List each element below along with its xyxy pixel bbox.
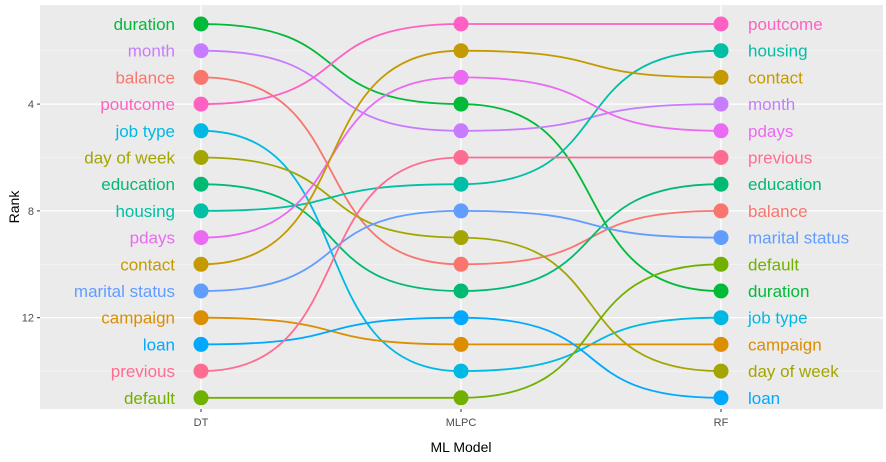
feature-label-right: campaign <box>748 335 822 354</box>
data-point <box>193 96 209 112</box>
data-point <box>713 69 729 85</box>
feature-label-right: marital status <box>748 229 849 248</box>
feature-label-left: default <box>124 389 175 408</box>
data-point <box>193 43 209 59</box>
feature-label-right: housing <box>748 42 808 61</box>
feature-label-left: marital status <box>74 282 175 301</box>
data-point <box>713 43 729 59</box>
y-axis-title: Rank <box>6 190 22 224</box>
data-point <box>193 256 209 272</box>
feature-label-left: loan <box>143 335 175 354</box>
x-axis-title: ML Model <box>431 439 492 455</box>
data-point <box>713 16 729 32</box>
feature-label-left: housing <box>115 202 175 221</box>
data-point <box>453 230 469 246</box>
data-point <box>713 150 729 165</box>
y-tick-label: 8 <box>28 206 34 218</box>
data-point <box>193 69 209 85</box>
feature-label-right: previous <box>748 149 812 168</box>
data-point <box>193 123 209 139</box>
data-point <box>713 336 729 352</box>
x-tick-label: MLPC <box>446 417 477 429</box>
data-point <box>713 123 729 139</box>
feature-label-right: default <box>748 255 799 274</box>
data-point <box>713 256 729 272</box>
y-tick-label: 12 <box>22 313 34 325</box>
data-point <box>713 176 729 192</box>
data-point <box>453 390 469 406</box>
data-point <box>453 310 469 326</box>
data-point <box>453 336 469 352</box>
feature-label-right: pdays <box>748 122 793 141</box>
data-point <box>193 363 209 379</box>
data-point <box>713 310 729 326</box>
data-point <box>713 363 729 379</box>
data-point <box>453 256 469 272</box>
feature-label-left: job type <box>114 122 175 141</box>
data-point <box>193 336 209 352</box>
feature-label-right: duration <box>748 282 809 301</box>
data-point <box>453 176 469 192</box>
feature-label-left: day of week <box>84 149 175 168</box>
data-point <box>453 123 469 139</box>
data-point <box>453 363 469 379</box>
data-point <box>453 203 469 219</box>
data-point <box>713 230 729 246</box>
series-line <box>200 129 722 373</box>
feature-label-left: campaign <box>101 309 175 328</box>
feature-label-right: loan <box>748 389 780 408</box>
data-point <box>453 150 469 165</box>
feature-label-right: education <box>748 175 822 194</box>
data-point <box>193 390 209 406</box>
right-labels: duration month balance poutcome job type day … <box>747 15 849 408</box>
data-point <box>453 283 469 299</box>
feature-label-right: month <box>748 95 795 114</box>
data-point <box>193 283 209 299</box>
feature-label-left: pdays <box>130 229 175 248</box>
data-point <box>193 310 209 326</box>
feature-label-left: balance <box>115 68 175 87</box>
data-point <box>453 69 469 85</box>
y-tick-label: 4 <box>28 99 34 111</box>
data-point <box>193 230 209 246</box>
feature-label-right: poutcome <box>748 15 823 34</box>
data-point <box>713 390 729 406</box>
x-tick-label: DT <box>194 417 209 429</box>
data-point <box>453 16 469 32</box>
data-point <box>453 96 469 112</box>
feature-label-right: balance <box>748 202 808 221</box>
series-points <box>193 16 729 406</box>
data-point <box>193 203 209 219</box>
feature-label-left: month <box>128 42 175 61</box>
feature-label-right: job type <box>747 309 808 328</box>
data-point <box>193 150 209 165</box>
data-point <box>193 16 209 32</box>
data-point <box>453 43 469 59</box>
data-point <box>713 96 729 112</box>
feature-label-left: poutcome <box>100 95 175 114</box>
feature-label-left: duration <box>114 15 175 34</box>
data-point <box>713 203 729 219</box>
feature-label-left: contact <box>120 255 175 274</box>
data-point <box>193 176 209 192</box>
series-line <box>200 156 721 372</box>
y-axis: 4 8 12 <box>22 99 40 325</box>
left-labels: duration month balance poutcome job type day … <box>74 15 176 408</box>
x-axis: DT MLPC RF <box>194 409 729 429</box>
feature-label-left: education <box>101 175 175 194</box>
data-point <box>713 283 729 299</box>
feature-label-right: contact <box>748 68 803 87</box>
series-line <box>200 49 722 266</box>
x-tick-label: RF <box>714 417 729 429</box>
feature-label-right: day of week <box>748 362 839 381</box>
feature-label-left: previous <box>111 362 175 381</box>
